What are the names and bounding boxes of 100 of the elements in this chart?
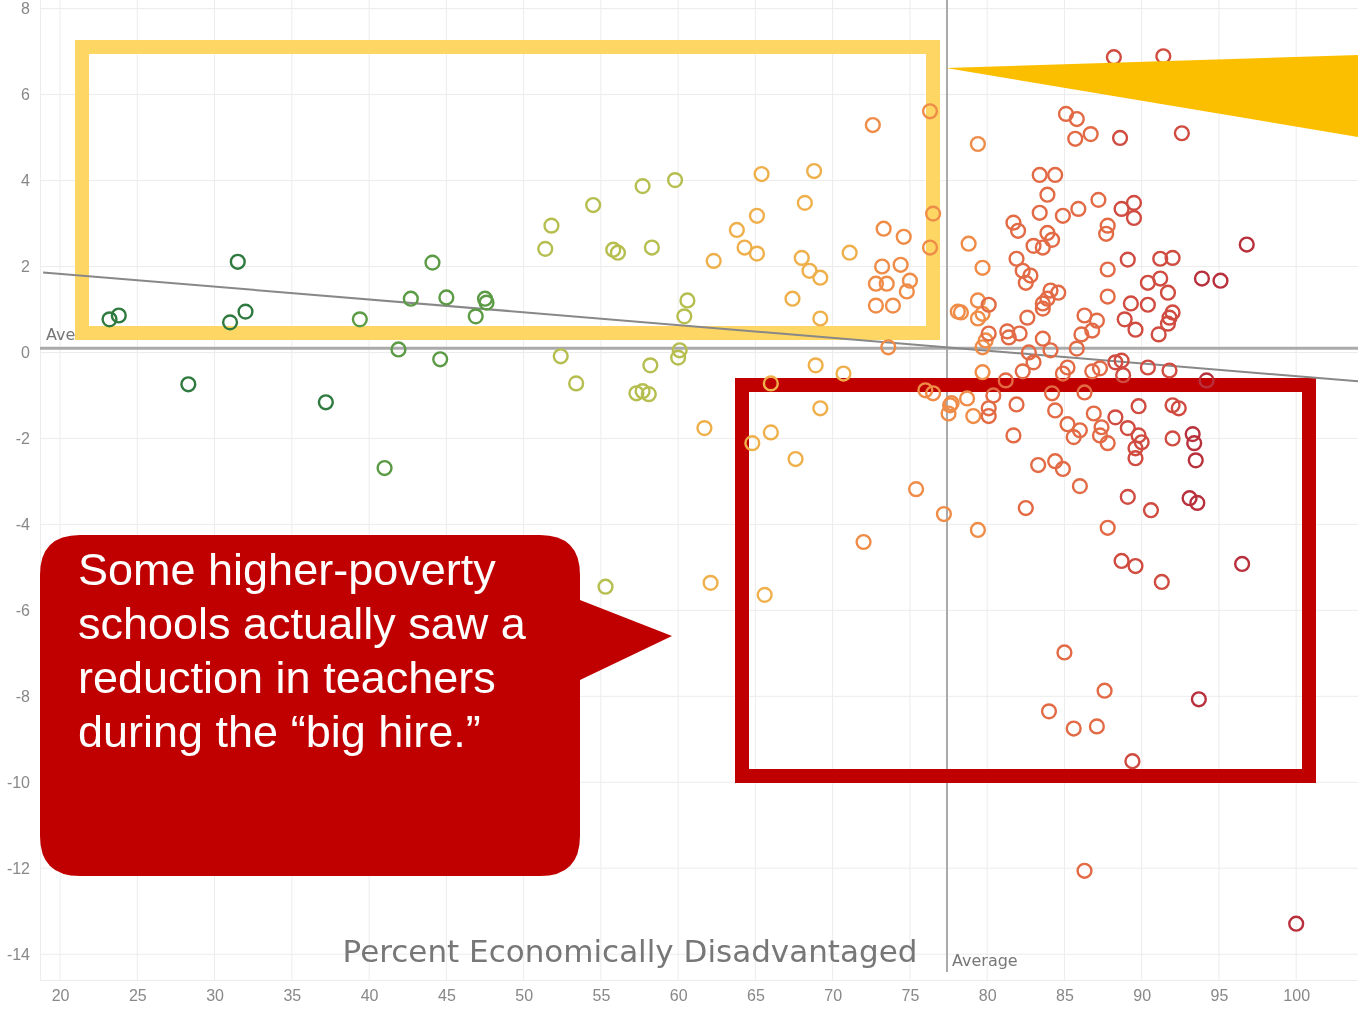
point: [1113, 552, 1130, 570]
point: [676, 308, 693, 325]
ref-line-label: Ave: [46, 325, 76, 345]
point: [841, 244, 858, 261]
point: [921, 239, 939, 256]
x-tick-label: 70: [824, 987, 843, 1005]
point: [1198, 372, 1215, 389]
y-tick-label: -2: [15, 430, 31, 448]
point: [960, 235, 977, 252]
point: [793, 249, 810, 266]
point: [666, 172, 684, 189]
point: [1142, 502, 1160, 519]
point: [1161, 362, 1178, 379]
point: [670, 349, 687, 366]
point: [229, 253, 246, 270]
point: [101, 311, 118, 328]
point: [1234, 555, 1251, 573]
point: [390, 341, 407, 358]
point: [432, 351, 449, 368]
point: [1125, 194, 1143, 211]
y-tick-label: -10: [6, 773, 31, 791]
point: [1113, 200, 1130, 217]
x-tick-label: 100: [1283, 987, 1311, 1005]
point: [585, 196, 602, 214]
point: [1119, 251, 1136, 268]
x-tick-label: 35: [283, 987, 302, 1005]
point: [924, 205, 942, 222]
point: [898, 283, 915, 300]
x-tick-label: 85: [1056, 987, 1074, 1005]
point: [812, 400, 829, 417]
point: [705, 252, 722, 269]
point: [679, 292, 696, 309]
point: [1161, 309, 1178, 326]
y-tick-label: -8: [15, 687, 31, 705]
point: [1116, 311, 1133, 328]
point: [796, 194, 813, 211]
point: [917, 382, 934, 399]
point: [969, 135, 987, 153]
point: [1189, 494, 1206, 511]
point: [977, 332, 994, 349]
point: [969, 292, 987, 309]
point: [1127, 321, 1144, 338]
point: [1139, 274, 1156, 291]
ref-line-label: Average: [951, 951, 1018, 970]
point: [940, 405, 957, 422]
point: [812, 310, 829, 327]
point: [787, 450, 804, 468]
point: [974, 364, 991, 381]
point: [952, 304, 970, 321]
point: [1190, 691, 1207, 708]
point: [702, 574, 719, 591]
point: [835, 365, 852, 382]
x-tick-label: 25: [128, 987, 147, 1005]
point: [807, 357, 824, 374]
point: [1139, 296, 1156, 313]
point: [728, 221, 745, 239]
point: [543, 217, 560, 234]
point: [935, 505, 953, 523]
point: [1139, 359, 1156, 376]
point: [880, 339, 897, 356]
point: [1119, 488, 1136, 505]
point: [949, 303, 966, 320]
point: [784, 290, 801, 307]
point: [1159, 284, 1177, 301]
point: [1122, 295, 1139, 312]
point: [1170, 400, 1187, 417]
point: [537, 240, 554, 257]
point: [867, 297, 885, 314]
point: [1127, 557, 1144, 575]
point: [609, 244, 626, 261]
x-tick-label: 30: [206, 987, 225, 1005]
point: [634, 383, 651, 400]
x-tick-label: 50: [515, 987, 534, 1005]
point: [969, 310, 987, 327]
x-tick-label: 20: [51, 987, 70, 1005]
point: [884, 297, 902, 314]
point: [974, 259, 991, 276]
point: [965, 407, 982, 425]
point: [1125, 209, 1143, 227]
y-tick-label: 6: [21, 86, 31, 104]
point: [628, 385, 645, 402]
y-tick-label: -6: [15, 601, 31, 619]
point: [438, 289, 455, 306]
point: [478, 294, 495, 311]
point: [812, 269, 829, 286]
point: [1119, 420, 1136, 437]
point: [605, 241, 622, 258]
point: [1150, 326, 1167, 343]
point: [1164, 430, 1181, 447]
point: [756, 586, 773, 603]
point: [901, 272, 919, 289]
point: [1187, 452, 1204, 469]
point: [552, 348, 569, 365]
point: [1173, 125, 1190, 142]
point: [221, 314, 239, 331]
x-tick-label: 60: [669, 987, 688, 1005]
point: [642, 357, 659, 374]
x-tick-label: 45: [437, 987, 456, 1005]
y-tick-label: -12: [6, 859, 31, 877]
point: [467, 308, 484, 325]
